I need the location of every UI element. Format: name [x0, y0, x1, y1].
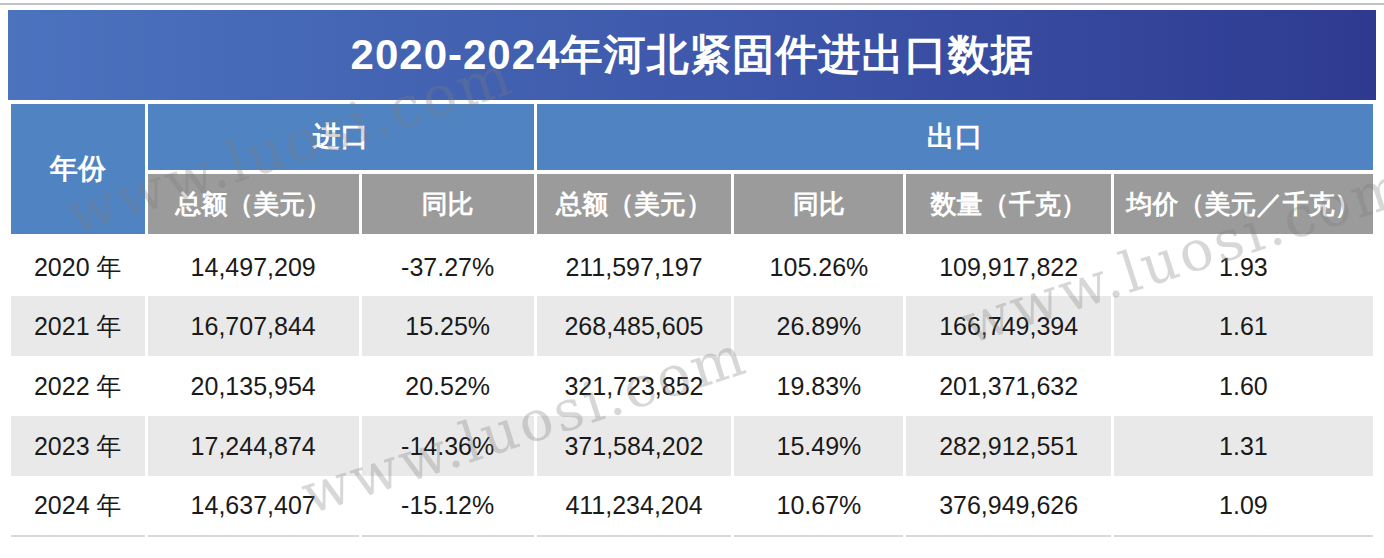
table-row-2021: 2021 年 16,707,844 15.25% 268,485,605 26.…: [10, 296, 1375, 356]
header-export-total: 总额（美元）: [535, 172, 733, 236]
export-total-cell: 411,234,204: [535, 476, 733, 536]
avg-price-cell: 1.61: [1112, 296, 1374, 356]
year-cell: 2024 年: [10, 476, 147, 536]
table-body: 2020 年 14,497,209 -37.27% 211,597,197 10…: [10, 236, 1375, 536]
export-yoy-cell: 26.89%: [733, 296, 905, 356]
header-import-total: 总额（美元）: [146, 172, 360, 236]
top-divider-line: [0, 3, 1384, 5]
avg-price-cell: 1.93: [1112, 236, 1374, 296]
import-yoy-cell: -37.27%: [360, 236, 535, 296]
year-cell: 2021 年: [10, 296, 147, 356]
export-yoy-cell: 19.83%: [733, 356, 905, 416]
year-cell: 2020 年: [10, 236, 147, 296]
export-quantity-cell: 282,912,551: [905, 416, 1112, 476]
avg-price-cell: 1.60: [1112, 356, 1374, 416]
table-row-2020: 2020 年 14,497,209 -37.27% 211,597,197 10…: [10, 236, 1375, 296]
page-title: 2020-2024年河北紧固件进出口数据: [8, 10, 1376, 100]
import-total-cell: 14,497,209: [146, 236, 360, 296]
header-year: 年份: [10, 104, 147, 236]
header-import-yoy: 同比: [360, 172, 535, 236]
table-row-2023: 2023 年 17,244,874 -14.36% 371,584,202 15…: [10, 416, 1375, 476]
header-export-yoy: 同比: [733, 172, 905, 236]
table-row-2024: 2024 年 14,637,407 -15.12% 411,234,204 10…: [10, 476, 1375, 536]
export-quantity-cell: 109,917,822: [905, 236, 1112, 296]
import-total-cell: 14,637,407: [146, 476, 360, 536]
export-yoy-cell: 105.26%: [733, 236, 905, 296]
export-total-cell: 321,723,852: [535, 356, 733, 416]
export-yoy-cell: 15.49%: [733, 416, 905, 476]
import-yoy-cell: -15.12%: [360, 476, 535, 536]
import-export-table: 年份 进口 出口 总额（美元） 同比 总额（美元） 同比 数量（千克） 均价（美…: [8, 104, 1376, 537]
table-row-2022: 2022 年 20,135,954 20.52% 321,723,852 19.…: [10, 356, 1375, 416]
header-export-group: 出口: [535, 104, 1374, 172]
header-import-group: 进口: [146, 104, 535, 172]
year-cell: 2022 年: [10, 356, 147, 416]
header-export-avg-price: 均价（美元／千克）: [1112, 172, 1374, 236]
export-yoy-cell: 10.67%: [733, 476, 905, 536]
import-total-cell: 17,244,874: [146, 416, 360, 476]
export-total-cell: 268,485,605: [535, 296, 733, 356]
export-quantity-cell: 376,949,626: [905, 476, 1112, 536]
import-total-cell: 20,135,954: [146, 356, 360, 416]
import-yoy-cell: 15.25%: [360, 296, 535, 356]
import-yoy-cell: -14.36%: [360, 416, 535, 476]
header-export-quantity: 数量（千克）: [905, 172, 1112, 236]
import-yoy-cell: 20.52%: [360, 356, 535, 416]
export-quantity-cell: 166,749,394: [905, 296, 1112, 356]
avg-price-cell: 1.09: [1112, 476, 1374, 536]
table-frame: 2020-2024年河北紧固件进出口数据 年份 进口 出口 总额（美元） 同比 …: [8, 10, 1376, 537]
year-cell: 2023 年: [10, 416, 147, 476]
table-header: 年份 进口 出口 总额（美元） 同比 总额（美元） 同比 数量（千克） 均价（美…: [10, 104, 1375, 236]
import-total-cell: 16,707,844: [146, 296, 360, 356]
export-total-cell: 211,597,197: [535, 236, 733, 296]
export-total-cell: 371,584,202: [535, 416, 733, 476]
export-quantity-cell: 201,371,632: [905, 356, 1112, 416]
avg-price-cell: 1.31: [1112, 416, 1374, 476]
